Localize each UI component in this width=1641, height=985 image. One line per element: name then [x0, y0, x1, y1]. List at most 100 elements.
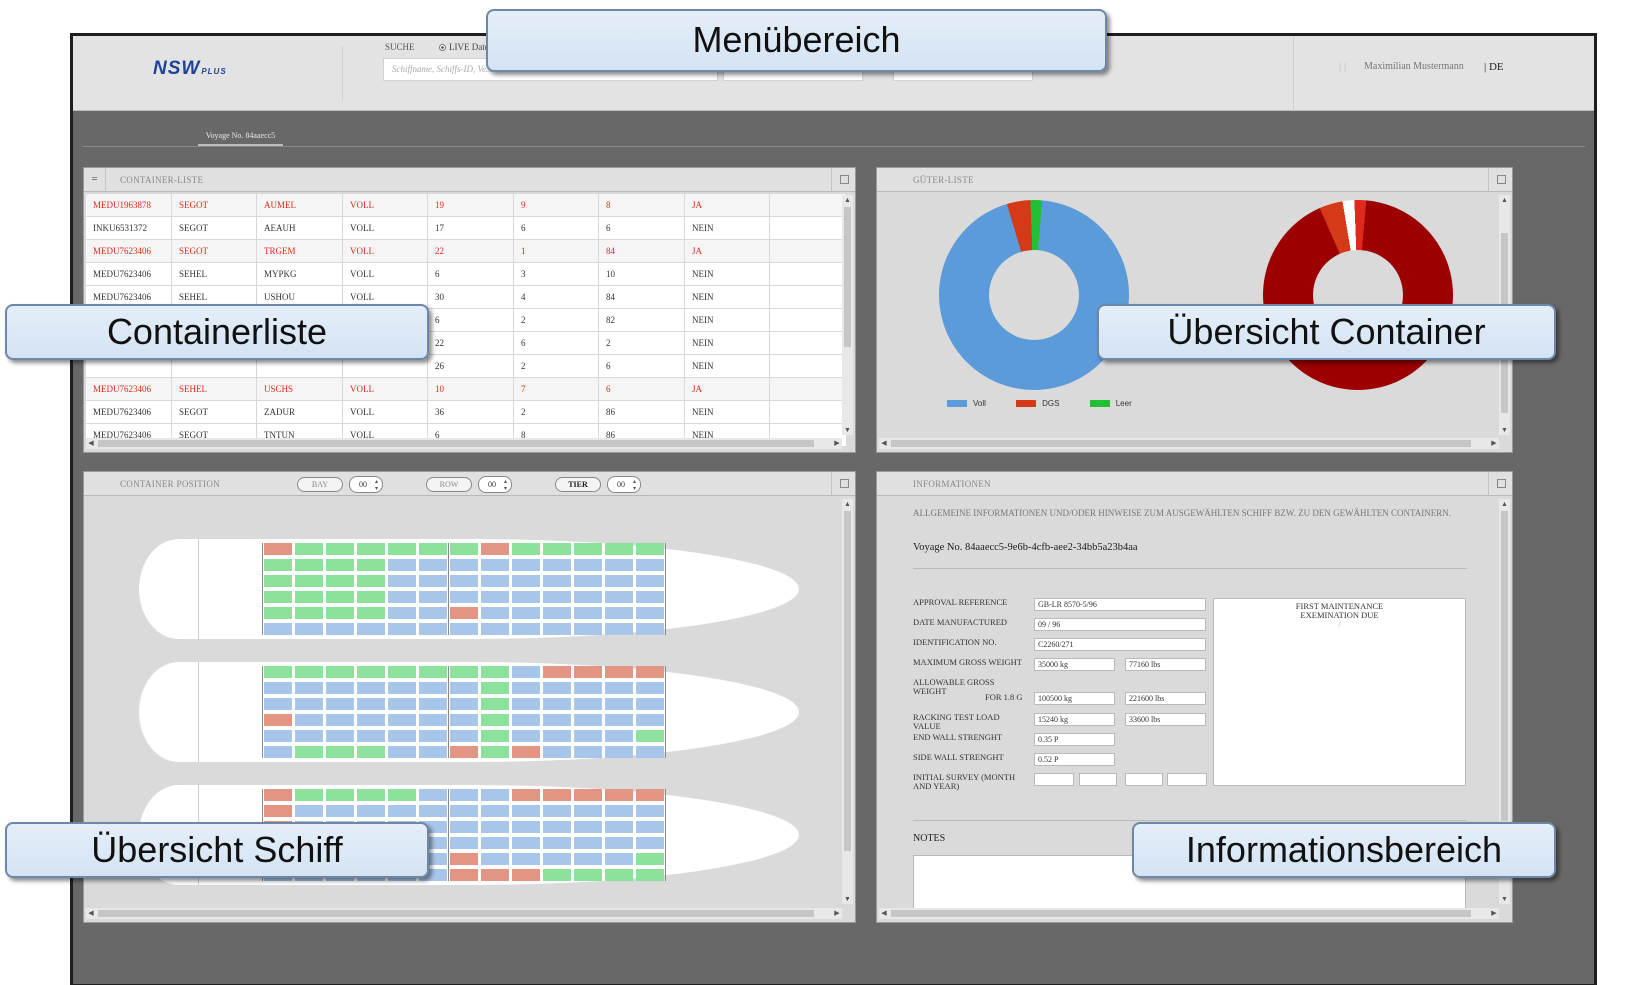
container-slot[interactable] — [357, 714, 385, 726]
container-slot[interactable] — [388, 543, 416, 555]
container-slot[interactable] — [605, 869, 633, 881]
vertical-scrollbar[interactable]: ▲ ▼ — [842, 499, 853, 904]
container-slot[interactable] — [419, 666, 447, 678]
container-slot[interactable] — [326, 805, 354, 817]
container-slot[interactable] — [264, 698, 292, 710]
date-manufactured-field[interactable]: 09 / 96 — [1034, 618, 1206, 631]
container-slot[interactable] — [326, 666, 354, 678]
container-slot[interactable] — [512, 591, 540, 603]
max-gross-weight-kg-field[interactable]: 35000 kg — [1034, 658, 1115, 671]
scroll-thumb[interactable] — [1501, 511, 1508, 821]
container-slot[interactable] — [357, 666, 385, 678]
container-slot[interactable] — [543, 805, 571, 817]
container-slot[interactable] — [481, 666, 509, 678]
scroll-thumb[interactable] — [891, 440, 1471, 447]
donut-chart-goods[interactable] — [939, 200, 1129, 390]
container-slot[interactable] — [543, 591, 571, 603]
table-row[interactable]: MEDU7623406 SEGOT ZADUR VOLL 36 2 86 NEIN — [85, 400, 847, 424]
container-slot[interactable] — [543, 714, 571, 726]
scroll-left-icon[interactable]: ◀ — [881, 439, 887, 447]
scroll-down-icon[interactable]: ▼ — [844, 895, 851, 903]
container-slot[interactable] — [605, 666, 633, 678]
container-slot[interactable] — [574, 789, 602, 801]
maximize-icon[interactable] — [1497, 479, 1506, 488]
container-slot[interactable] — [357, 623, 385, 635]
container-slot[interactable] — [264, 543, 292, 555]
container-slot[interactable] — [574, 682, 602, 694]
container-slot[interactable] — [512, 698, 540, 710]
container-slot[interactable] — [512, 543, 540, 555]
container-slot[interactable] — [574, 666, 602, 678]
container-slot[interactable] — [264, 714, 292, 726]
container-slot[interactable] — [295, 543, 323, 555]
container-slot[interactable] — [574, 869, 602, 881]
container-slot[interactable] — [481, 730, 509, 742]
approval-reference-field[interactable]: GB-LR 8570-5/96 — [1034, 598, 1206, 611]
container-slot[interactable] — [636, 805, 664, 817]
container-slot[interactable] — [326, 575, 354, 587]
table-row[interactable]: INKU6531372 SEGOT AEAUH VOLL 17 6 6 NEIN — [85, 216, 847, 240]
container-slot[interactable] — [357, 575, 385, 587]
container-slot[interactable] — [326, 730, 354, 742]
scroll-right-icon[interactable]: ▶ — [834, 909, 840, 917]
container-slot[interactable] — [264, 789, 292, 801]
container-slot[interactable] — [543, 730, 571, 742]
container-slot[interactable] — [295, 591, 323, 603]
container-slot[interactable] — [388, 575, 416, 587]
container-slot[interactable] — [543, 543, 571, 555]
user-name[interactable]: Maximilian Mustermann — [1364, 61, 1464, 72]
initial-survey-field-4[interactable] — [1167, 773, 1207, 786]
container-slot[interactable] — [295, 575, 323, 587]
table-row[interactable]: MEDU7623406 SEHEL MYPKG VOLL 6 3 10 NEIN — [85, 262, 847, 286]
container-slot[interactable] — [264, 666, 292, 678]
container-slot[interactable] — [605, 853, 633, 865]
container-slot[interactable] — [512, 821, 540, 833]
container-slot[interactable] — [574, 714, 602, 726]
container-slot[interactable] — [512, 730, 540, 742]
container-slot[interactable] — [419, 714, 447, 726]
container-slot[interactable] — [295, 746, 323, 758]
container-slot[interactable] — [605, 714, 633, 726]
container-slot[interactable] — [512, 837, 540, 849]
bay-button[interactable]: BAY — [297, 477, 343, 492]
table-row[interactable]: MEDU7623406 SEGOT TRGEM VOLL 22 1 84 JA — [85, 239, 847, 263]
vertical-scrollbar[interactable]: ▲ ▼ — [1499, 499, 1510, 904]
container-slot[interactable] — [543, 821, 571, 833]
container-slot[interactable] — [481, 607, 509, 619]
container-slot[interactable] — [481, 591, 509, 603]
container-slot[interactable] — [605, 682, 633, 694]
container-slot[interactable] — [295, 666, 323, 678]
container-slot[interactable] — [543, 575, 571, 587]
container-slot[interactable] — [450, 853, 478, 865]
container-slot[interactable] — [357, 746, 385, 758]
row-stepper[interactable]: 00 — [478, 476, 512, 493]
scroll-thumb[interactable] — [98, 910, 814, 917]
initial-survey-field-3[interactable] — [1125, 773, 1163, 786]
max-gross-weight-lbs-field[interactable]: 77160 lbs — [1125, 658, 1206, 671]
container-slot[interactable] — [264, 591, 292, 603]
container-slot[interactable] — [264, 607, 292, 619]
container-slot[interactable] — [605, 543, 633, 555]
container-slot[interactable] — [481, 746, 509, 758]
container-slot[interactable] — [636, 666, 664, 678]
container-slot[interactable] — [450, 559, 478, 571]
container-slot[interactable] — [295, 805, 323, 817]
container-slot[interactable] — [295, 789, 323, 801]
container-slot[interactable] — [295, 623, 323, 635]
container-slot[interactable] — [295, 730, 323, 742]
container-slot[interactable] — [419, 789, 447, 801]
scroll-up-icon[interactable]: ▲ — [844, 500, 851, 508]
container-slot[interactable] — [636, 730, 664, 742]
container-slot[interactable] — [264, 682, 292, 694]
table-row[interactable]: MEDU7623406 SEHEL USCHS VOLL 10 7 6 JA — [85, 377, 847, 401]
tab-voyage[interactable]: Voyage No. 84aaecc5 — [198, 131, 283, 146]
language-switch[interactable]: | DE — [1484, 61, 1504, 73]
scroll-down-icon[interactable]: ▼ — [1501, 895, 1508, 903]
container-slot[interactable] — [450, 789, 478, 801]
container-slot[interactable] — [481, 853, 509, 865]
scroll-left-icon[interactable]: ◀ — [88, 909, 94, 917]
container-slot[interactable] — [481, 698, 509, 710]
container-slot[interactable] — [574, 730, 602, 742]
container-slot[interactable] — [605, 837, 633, 849]
container-slot[interactable] — [357, 559, 385, 571]
